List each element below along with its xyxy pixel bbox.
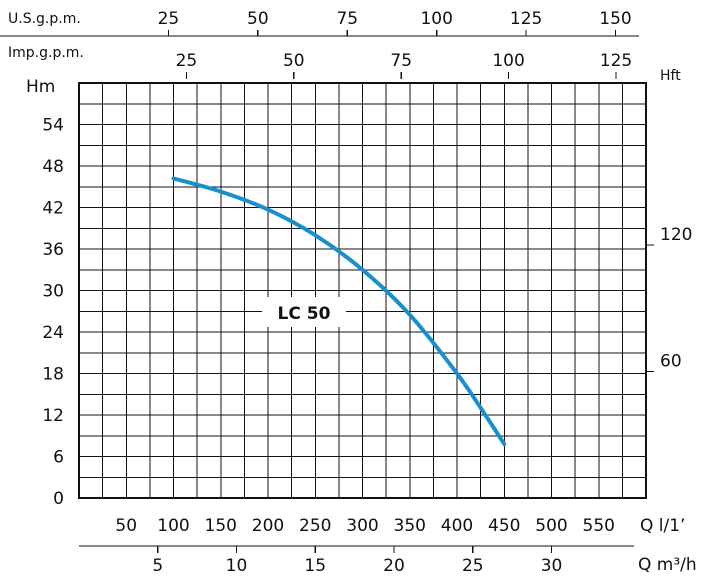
x-tick-label: 550 [583, 516, 615, 536]
y-tick-label: 24 [42, 323, 64, 343]
curve-label-box [262, 297, 346, 327]
us-gpm-tick-label: 50 [247, 9, 269, 29]
m3h-tick-label: 15 [304, 556, 326, 576]
m3h-ticks: 5 10 15 20 25 30 [152, 546, 562, 576]
y-tick-label: 0 [53, 489, 64, 509]
imp-gpm-tick-label: 50 [283, 51, 305, 71]
x-axis-unit: Q l/1’ [640, 516, 685, 536]
us-gpm-axis-label: U.S.g.p.m. [8, 11, 81, 27]
y-axis-unit: Hm [26, 77, 55, 97]
m3h-tick-label: 30 [541, 556, 563, 576]
curve-label: LC 50 [278, 304, 331, 324]
us-gpm-ticks: 25 50 75 100 125 150 [158, 9, 632, 36]
plot-frame [78, 82, 647, 499]
y-tick-label: 30 [42, 282, 64, 302]
imp-gpm-axis-label: Imp.g.p.m. [8, 45, 84, 61]
us-gpm-tick-label: 25 [158, 9, 180, 29]
imp-gpm-tick-label: 25 [176, 51, 198, 71]
us-gpm-tick-label: 150 [599, 9, 631, 29]
x-tick-label: 400 [441, 516, 473, 536]
hft-tick-label: 120 [660, 225, 692, 245]
x-tick-label: 150 [205, 516, 237, 536]
y-tick-label: 54 [42, 116, 64, 136]
x-tick-label: 50 [115, 516, 137, 536]
imp-gpm-axis: Imp.g.p.m. 25 50 75 100 125 [8, 45, 632, 79]
m3h-tick-label: 20 [383, 556, 405, 576]
us-gpm-tick-label: 125 [510, 9, 542, 29]
x-tick-label: 200 [252, 516, 284, 536]
m3h-tick-label: 10 [226, 556, 248, 576]
y-tick-label: 42 [42, 199, 64, 219]
m3h-tick-label: 25 [462, 556, 484, 576]
y-tick-label: 12 [42, 406, 64, 426]
us-gpm-tick-label: 100 [420, 9, 452, 29]
m3h-axis: 5 10 15 20 25 30 Q m³/h [79, 545, 697, 576]
imp-gpm-tick-label: 125 [600, 51, 632, 71]
imp-gpm-tick-label: 100 [492, 51, 524, 71]
imp-gpm-tick-label: 75 [390, 51, 412, 71]
x-tick-label: 100 [157, 516, 189, 536]
chart-grid [79, 83, 646, 498]
x-tick-label: 250 [299, 516, 331, 536]
y-tick-label: 6 [53, 448, 64, 468]
hft-axis-label: Hft [660, 68, 681, 84]
x-tick-label: 350 [394, 516, 426, 536]
y-tick-label: 48 [42, 157, 64, 177]
y-tick-label: 18 [42, 365, 64, 385]
m3h-axis-label: Q m³/h [638, 555, 697, 575]
y-axis-ticks: 0 6 12 18 24 30 36 42 48 54 [42, 116, 64, 510]
m3h-tick-label: 5 [152, 556, 163, 576]
series-line-lc50 [171, 176, 507, 447]
imp-gpm-ticks: 25 50 75 100 125 [176, 51, 632, 79]
x-axis-ticks: 50 100 150 200 250 300 350 400 450 500 550 [115, 516, 615, 536]
us-gpm-tick-label: 75 [336, 9, 358, 29]
hft-tick-label: 60 [660, 352, 682, 372]
hft-axis-ticks: 60 120 [646, 225, 692, 373]
x-tick-label: 500 [535, 516, 567, 536]
us-gpm-axis: U.S.g.p.m. 25 50 75 100 125 150 [0, 9, 639, 37]
y-tick-label: 36 [42, 240, 64, 260]
x-tick-label: 450 [488, 516, 520, 536]
x-tick-label: 300 [346, 516, 378, 536]
